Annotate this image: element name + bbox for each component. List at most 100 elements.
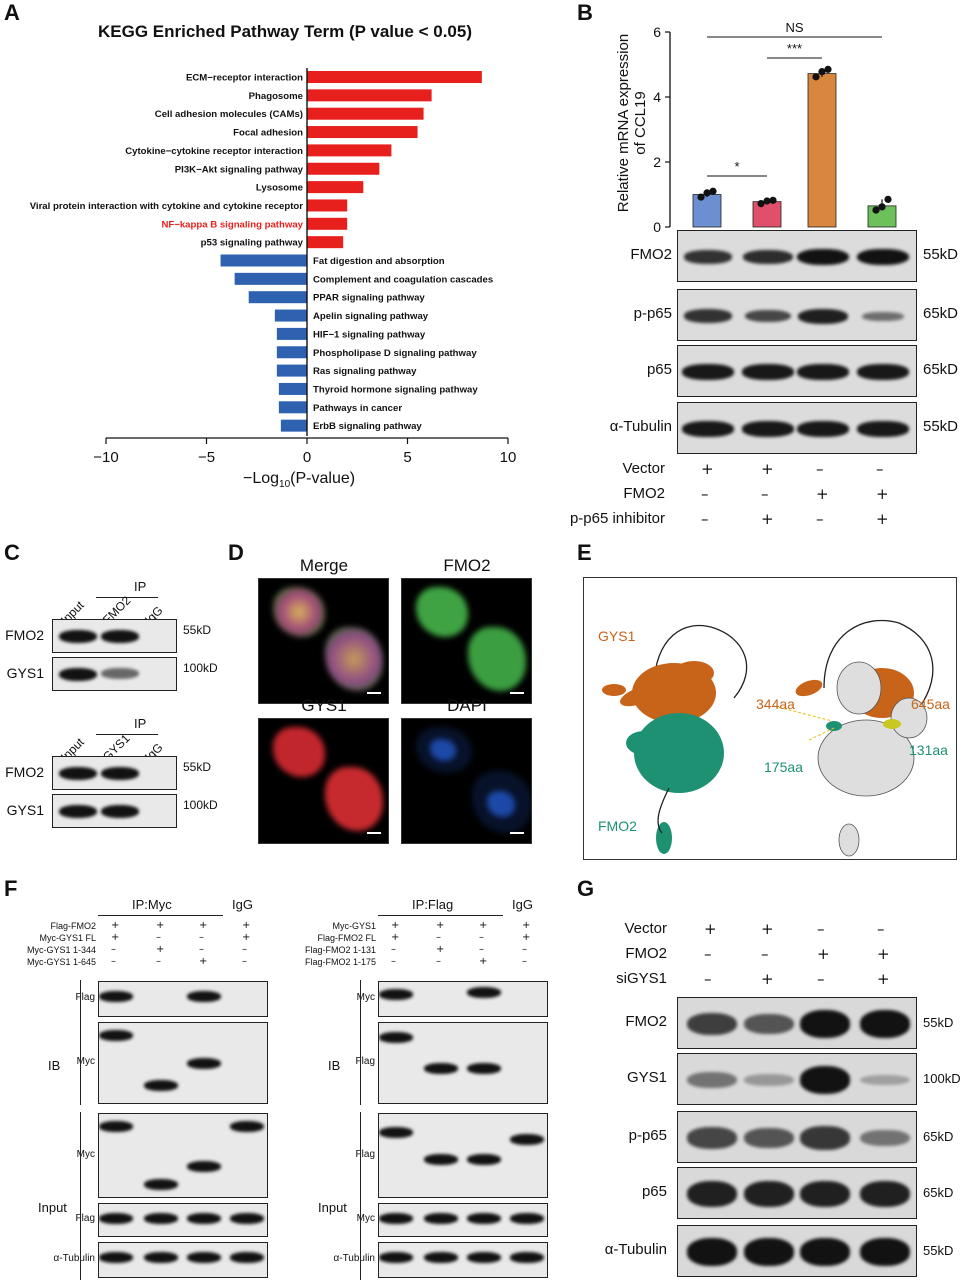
blot-row-label: GYS1 — [6, 802, 44, 818]
molecular-weight-label: 55kD — [183, 760, 212, 774]
ccl19-bar — [692, 194, 722, 228]
microscopy-title: GYS1 — [301, 696, 347, 715]
gys1-structure-label: GYS1 — [598, 628, 636, 644]
ip-label: IP:Flag — [412, 897, 454, 912]
condition-sign: + — [816, 485, 829, 503]
microscopy-title: Merge — [299, 556, 349, 575]
kegg-bar — [307, 162, 380, 175]
igg-label: IgG — [512, 897, 533, 912]
blot-band — [687, 1238, 737, 1266]
condition-sign: – — [242, 944, 247, 955]
kegg-category-label: Cytokine−cytokine receptor interaction — [125, 146, 303, 157]
condition-label: FMO2 — [625, 945, 667, 962]
kegg-bar — [307, 181, 364, 194]
kegg-category-label: Cell adhesion molecules (CAMs) — [155, 109, 303, 120]
blot-band — [230, 1252, 264, 1263]
blot-band — [467, 1154, 501, 1165]
blot-band — [687, 1127, 737, 1149]
input-group-bracket — [360, 1112, 361, 1280]
western-blot-strip — [378, 1242, 548, 1278]
kegg-bar — [307, 217, 348, 230]
igg-label: IgG — [232, 897, 253, 912]
western-blot-strip — [52, 756, 177, 790]
blot-band — [797, 421, 849, 437]
condition-label: Myc-GYS1 1-344 — [26, 945, 96, 955]
condition-sign: + — [156, 944, 165, 955]
kegg-x-axis-label: −Log10(P-value) — [243, 470, 355, 490]
blot-band — [744, 310, 792, 322]
blot-band — [744, 1074, 794, 1086]
kegg-xlabel-post: (P-value) — [290, 470, 356, 487]
input-group-bracket — [80, 1112, 81, 1280]
blot-row-label: Flag — [355, 1056, 375, 1067]
kegg-category-label: ECM−receptor interaction — [186, 73, 303, 84]
microscopy-image — [401, 718, 532, 844]
ib-group-label: IB — [48, 1058, 61, 1073]
blot-band — [744, 1238, 794, 1266]
nucleus-blob — [487, 791, 515, 817]
condition-sign: – — [817, 920, 825, 938]
blot-band — [860, 1129, 910, 1147]
kegg-category-label: ErbB signaling pathway — [313, 421, 422, 432]
condition-label: Vector — [624, 920, 667, 937]
kegg-bar — [307, 89, 432, 102]
blot-band — [467, 987, 501, 998]
condition-sign: + — [761, 920, 774, 938]
significance-label: * — [734, 159, 739, 174]
kegg-xlabel-pre: −Log — [243, 470, 280, 487]
condition-sign: + — [391, 932, 400, 943]
scale-bar — [510, 692, 524, 694]
condition-sign: + — [704, 920, 717, 938]
cell-body-blob — [325, 627, 383, 691]
blot-band — [59, 767, 97, 780]
condition-sign: + — [876, 510, 889, 528]
condition-sign: + — [479, 920, 488, 931]
blot-band — [800, 1180, 850, 1208]
condition-sign: – — [704, 945, 712, 963]
panel-label-f: F — [4, 876, 18, 901]
significance-label: NS — [785, 20, 803, 35]
blot-band — [424, 1252, 458, 1263]
western-blot-strip — [378, 1113, 548, 1198]
ccl19-data-point — [818, 68, 826, 76]
blot-band — [510, 1134, 544, 1145]
western-blot-strip — [677, 1225, 917, 1277]
western-blot-strip — [378, 1203, 548, 1237]
kegg-bar — [307, 144, 392, 157]
kegg-category-label: Thyroid hormone signaling pathway — [313, 384, 478, 395]
blot-band — [742, 421, 794, 437]
blot-band — [467, 1063, 501, 1074]
kegg-xlabel-sub: 10 — [279, 479, 291, 491]
microscopy-image — [258, 578, 389, 704]
kegg-category-label: Phagosome — [249, 91, 303, 102]
ip-label: IP — [134, 716, 147, 731]
panel-label-b: B — [577, 0, 593, 25]
western-blot-strip — [52, 619, 177, 653]
western-blot-strip — [98, 981, 268, 1017]
cell-body-blob — [273, 587, 325, 637]
cell-body-blob — [325, 767, 383, 831]
western-blot-strip — [52, 657, 177, 691]
blot-band — [379, 1127, 413, 1138]
blot-band — [687, 1180, 737, 1208]
ip-label: IP:Myc — [132, 897, 172, 912]
microscopy-image — [401, 578, 532, 704]
panel-label-d: D — [228, 540, 244, 565]
condition-sign: – — [111, 956, 116, 967]
input-group-label: Input — [38, 1200, 67, 1215]
kegg-bar — [234, 272, 307, 285]
blot-band — [101, 630, 139, 643]
condition-sign: + — [761, 460, 774, 478]
blot-band — [683, 250, 733, 264]
blot-band — [860, 1238, 910, 1266]
condition-label: Myc-GYS1 — [332, 921, 376, 931]
blot-band — [860, 1074, 910, 1086]
condition-label: siGYS1 — [616, 970, 667, 987]
blot-band — [800, 1066, 850, 1094]
nucleus-blob — [430, 739, 456, 761]
condition-sign: + — [522, 932, 531, 943]
blot-row-label: p-p65 — [633, 305, 672, 322]
kegg-x-tick-label: −5 — [198, 449, 215, 466]
blot-band — [379, 1032, 413, 1043]
